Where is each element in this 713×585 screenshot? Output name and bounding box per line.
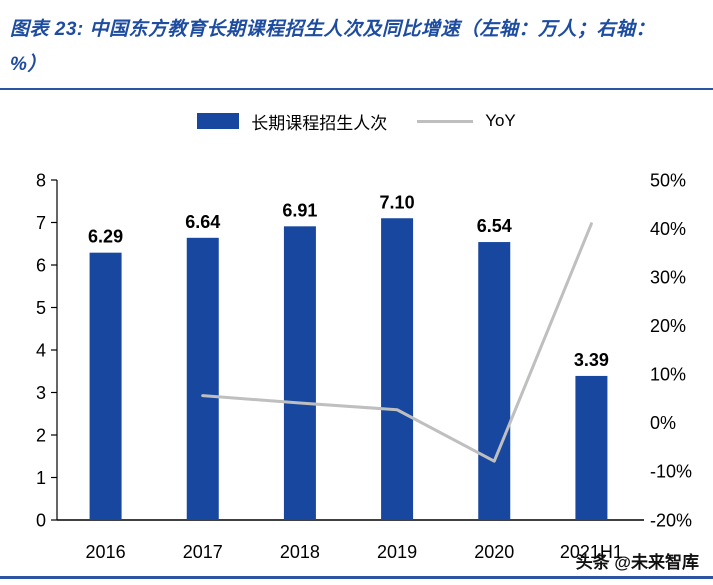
legend-bar-swatch xyxy=(197,113,240,129)
right-axis-tick-label: 10% xyxy=(650,365,686,385)
legend-line-swatch xyxy=(417,119,474,123)
legend-line-label: YoY xyxy=(485,111,516,130)
bar-label-2017: 6.64 xyxy=(185,212,220,232)
left-axis-tick-label: 0 xyxy=(36,510,46,530)
legend: 长期课程招生人次 YoY xyxy=(0,108,713,134)
x-axis-label-2016: 2016 xyxy=(86,542,126,562)
x-axis-label-2021H1: 2021H1 xyxy=(560,542,623,562)
divider-bottom xyxy=(0,576,713,579)
left-axis-tick-label: 4 xyxy=(36,340,46,360)
left-axis-tick-label: 7 xyxy=(36,213,46,233)
right-axis-tick-label: 20% xyxy=(650,316,686,336)
legend-bar-label: 长期课程招生人次 xyxy=(251,113,388,133)
bar-2021H1 xyxy=(575,375,608,520)
right-axis-tick-label: 40% xyxy=(650,219,686,239)
left-axis-tick-label: 8 xyxy=(36,170,46,190)
x-axis-label-2019: 2019 xyxy=(377,542,417,562)
bar-label-2020: 6.54 xyxy=(477,216,512,236)
right-axis-tick-label: -20% xyxy=(650,510,692,530)
left-axis-tick-label: 5 xyxy=(36,298,46,318)
x-axis-label-2020: 2020 xyxy=(474,542,514,562)
bar-2018 xyxy=(283,226,316,520)
x-axis-label-2017: 2017 xyxy=(183,542,223,562)
divider-top xyxy=(0,88,713,90)
bar-label-2019: 7.10 xyxy=(380,192,415,212)
bar-2019 xyxy=(381,218,414,520)
left-axis-tick-label: 3 xyxy=(36,383,46,403)
left-axis-tick-label: 2 xyxy=(36,425,46,445)
bar-label-2018: 6.91 xyxy=(282,200,317,220)
right-axis-tick-label: -10% xyxy=(650,462,692,482)
chart-title: 图表 23: 中国东方教育长期课程招生人次及同比增速（左轴：万人；右轴：%） xyxy=(10,19,656,75)
bar-2016 xyxy=(89,252,122,521)
right-axis-tick-label: 30% xyxy=(650,267,686,287)
bar-label-2021H1: 3.39 xyxy=(574,350,609,370)
chart-plot: 0 1 2 3 4 5 6 7 8 -20% -10% 0% 10% 20% 30% 40% 50% 6.29 6.… xyxy=(36,170,692,562)
x-axis-label-2018: 2018 xyxy=(280,542,320,562)
right-axis-tick-label: 0% xyxy=(650,413,676,433)
bar-2017 xyxy=(186,237,219,521)
right-axis-tick-label: 50% xyxy=(650,170,686,190)
bar-label-2016: 6.29 xyxy=(88,227,123,247)
left-axis-tick-label: 6 xyxy=(36,255,46,275)
left-axis-tick-label: 1 xyxy=(36,468,46,488)
yoy-line xyxy=(201,222,593,463)
watermark: 头条 @未来智库 xyxy=(575,553,699,572)
bar-2020 xyxy=(478,242,511,521)
